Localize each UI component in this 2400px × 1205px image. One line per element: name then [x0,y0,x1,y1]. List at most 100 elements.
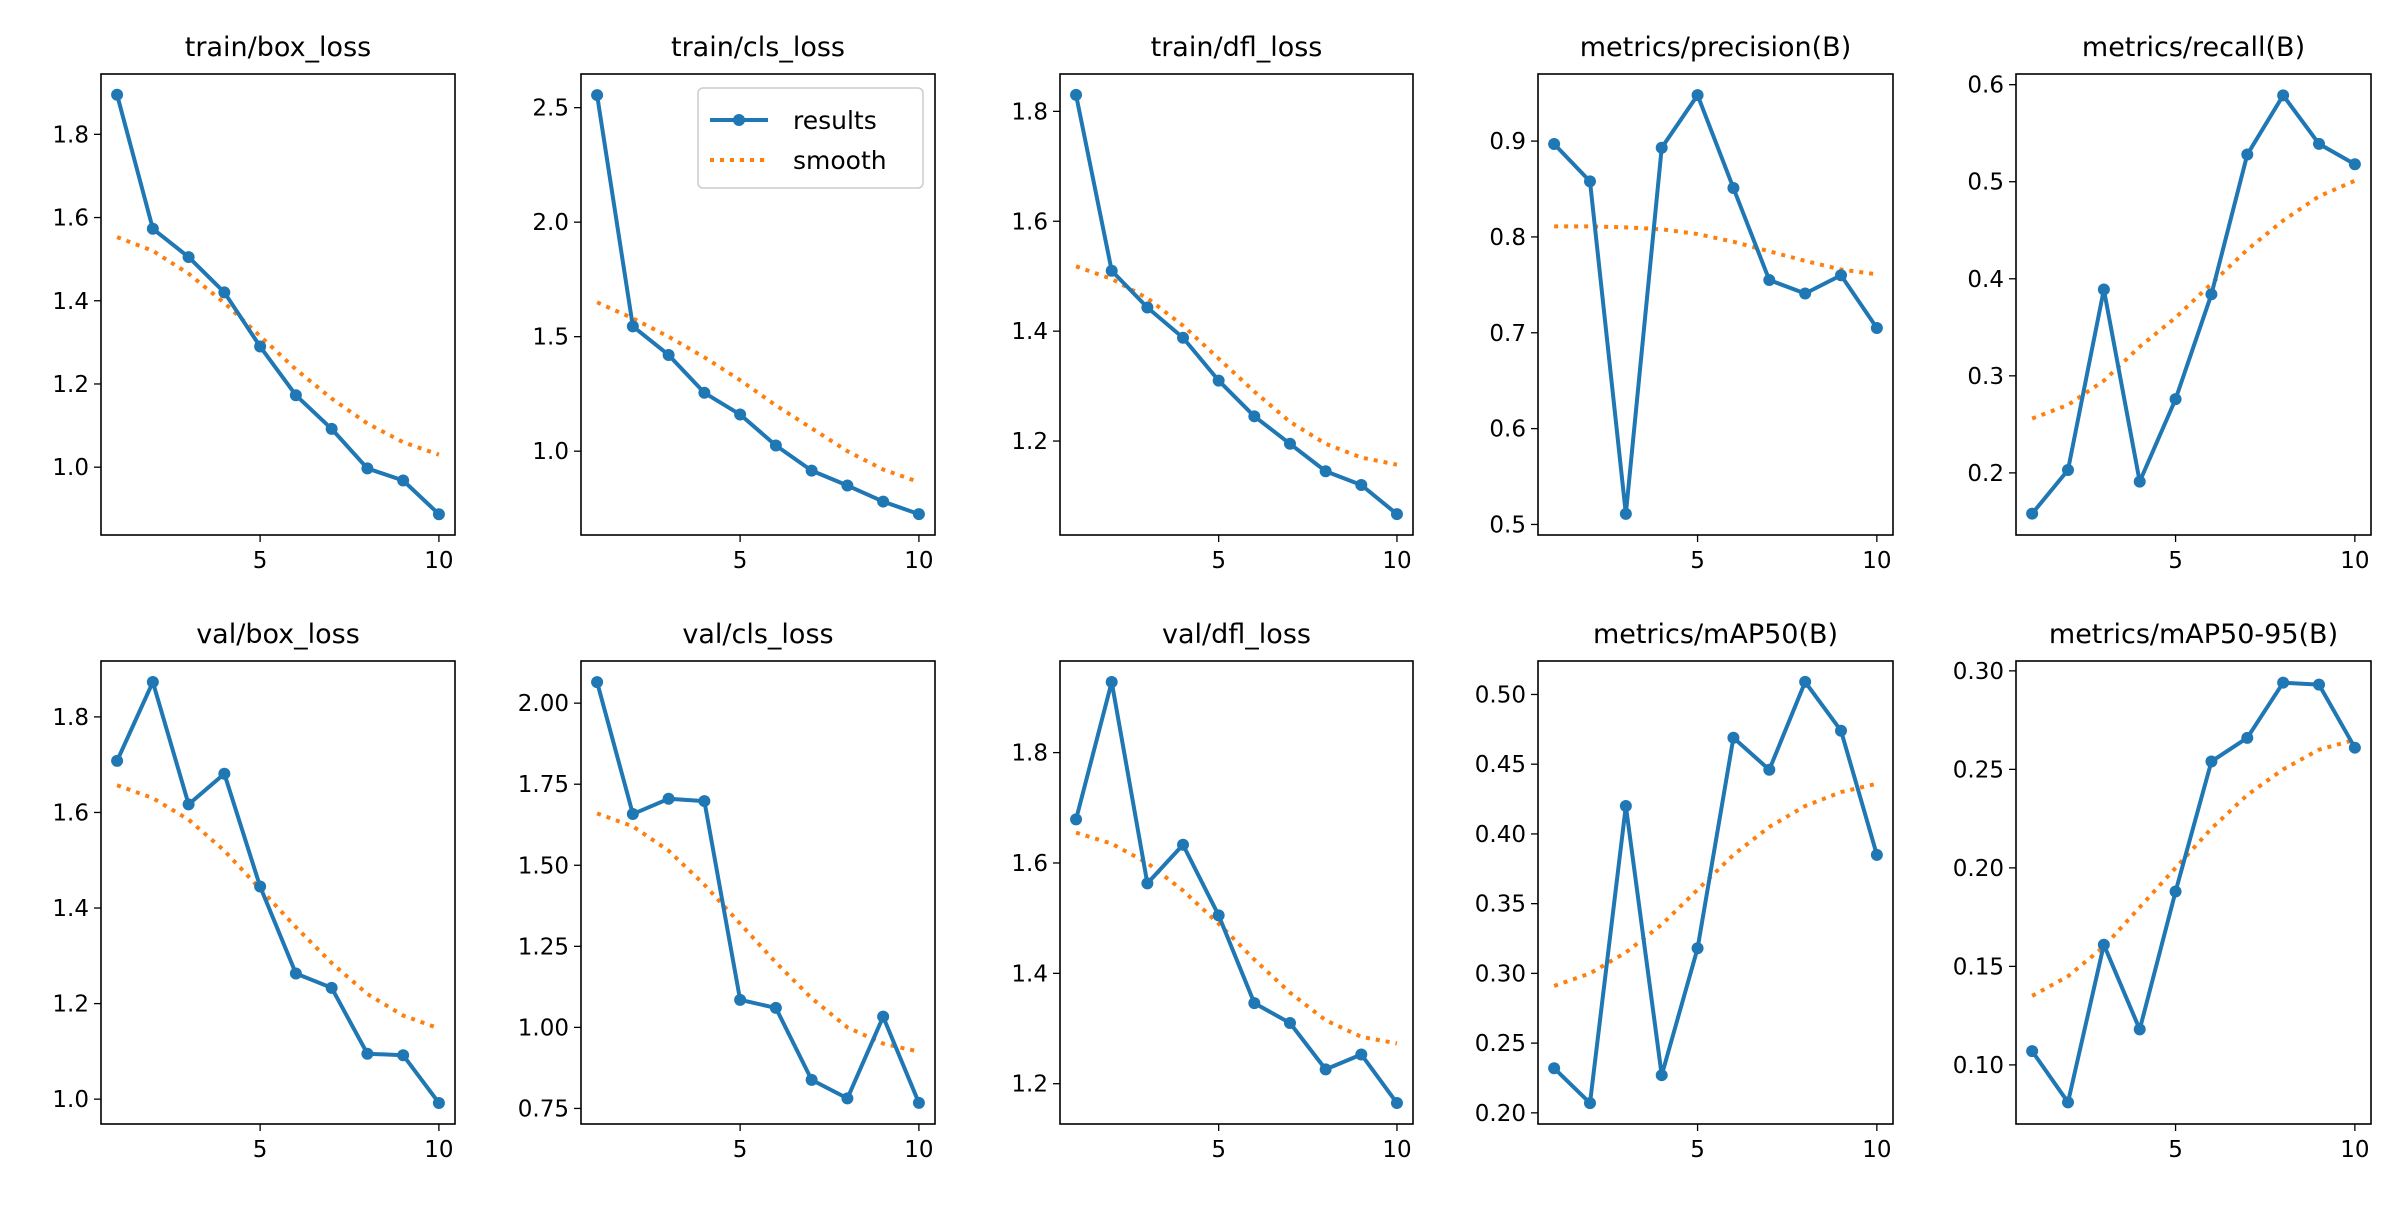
results-point [1583,1097,1596,1110]
results-point [2169,393,2182,406]
subplot: train/cls_loss 1.0 1.5 2.0 2.5 5 10 results smoo… [532,32,936,574]
x-tick-label: 5 [253,1137,268,1163]
results-point [805,1073,818,1086]
results-point [2241,148,2254,161]
y-tick-label: 0.6 [1967,73,2004,99]
results-point [1141,301,1154,314]
results-point [2205,755,2218,768]
y-tick-label: 1.2 [52,372,89,398]
results-point [146,222,159,235]
y-tick-label: 1.6 [52,800,89,826]
results-point [254,880,267,893]
results-point [1390,1097,1403,1110]
results-point [2061,463,2074,476]
chart-title: metrics/mAP50(B) [1593,619,1838,650]
chart-title: train/cls_loss [671,32,845,63]
results-point [698,386,711,399]
results-point [1355,478,1368,491]
results-point [1799,675,1812,688]
results-point [1763,274,1776,287]
y-tick-label: 0.4 [1967,267,2004,293]
x-tick-label: 5 [1690,548,1705,574]
y-tick-label: 1.4 [52,896,89,922]
x-tick-label: 5 [733,1137,748,1163]
x-tick-label: 10 [1862,1137,1891,1163]
results-point [289,967,302,980]
results-point [325,981,338,994]
chart-title: val/box_loss [196,619,360,650]
y-tick-label: 1.8 [52,705,89,731]
results-point [1105,264,1118,277]
subplot: metrics/mAP50-95(B) 0.10 0.15 0.20 0.25 0.30 5… [1953,619,2372,1163]
results-point [1177,331,1190,344]
results-point [1212,909,1225,922]
y-tick-label: 1.0 [532,439,569,465]
chart-title: metrics/precision(B) [1580,32,1852,63]
subplot: val/dfl_loss 1.2 1.4 1.6 1.8 5 10 [1011,619,1414,1163]
y-tick-label: 0.45 [1475,752,1526,778]
y-tick-label: 0.25 [1475,1031,1526,1057]
plot-frame [1059,660,1414,1125]
results-point [591,676,604,689]
results-point [2097,283,2110,296]
x-tick-label: 10 [1862,548,1891,574]
y-tick-label: 0.35 [1475,892,1526,918]
y-tick-label: 0.3 [1967,364,2004,390]
y-tick-label: 1.6 [52,206,89,232]
legend-box [697,87,924,189]
results-point [877,1010,890,1023]
chart-title: train/box_loss [185,32,371,63]
results-point [2097,938,2110,951]
y-tick-label: 1.00 [518,1015,569,1041]
subplot: val/box_loss 1.0 1.2 1.4 1.6 1.8 5 10 [52,619,456,1163]
results-point [1655,1069,1668,1082]
subplot: metrics/precision(B) 0.5 0.6 0.7 0.8 0.9 5 10 [1489,32,1894,574]
y-tick-label: 0.8 [1489,225,1526,251]
x-tick-label: 5 [2168,548,2183,574]
plot-frame [580,73,936,536]
y-tick-label: 0.9 [1489,129,1526,155]
x-tick-label: 10 [1382,1137,1411,1163]
chart-title: metrics/mAP50-95(B) [2049,619,2338,650]
results-line [2030,93,2356,515]
y-tick-label: 0.20 [1475,1101,1526,1127]
y-tick-label: 0.30 [1953,659,2004,685]
results-line [115,680,441,1105]
results-point [1319,1063,1332,1076]
results-point [1283,1017,1296,1030]
x-tick-label: 10 [2340,548,2369,574]
y-tick-label: 1.2 [1011,1072,1048,1098]
results-line [1552,93,1879,516]
results-point [397,474,410,487]
results-point [218,767,231,780]
x-tick-label: 10 [1382,548,1411,574]
results-point [912,1096,925,1109]
results-point [2313,678,2326,691]
results-point [1583,175,1596,188]
results-point [1177,838,1190,851]
results-line [1074,679,1399,1105]
results-line [595,681,921,1104]
plot-frame [2015,73,2372,536]
results-point [182,798,195,811]
y-tick-label: 0.2 [1967,461,2004,487]
results-point [2241,731,2254,744]
results-point [1355,1048,1368,1061]
results-point [111,88,124,101]
results-point [1105,675,1118,688]
results-point [1835,724,1848,737]
results-point [2169,885,2182,898]
results-point [1835,269,1848,282]
y-tick-label: 0.15 [1953,954,2004,980]
results-line [115,94,441,516]
y-tick-label: 2.00 [518,691,569,717]
results-point [1212,374,1225,387]
results-point [1870,321,1883,334]
results-point [1655,141,1668,154]
y-tick-label: 0.25 [1953,757,2004,783]
x-tick-label: 5 [1211,548,1226,574]
results-point [1763,763,1776,776]
results-point [698,795,711,808]
plot-frame [580,660,936,1125]
y-tick-label: 1.8 [1011,741,1048,767]
